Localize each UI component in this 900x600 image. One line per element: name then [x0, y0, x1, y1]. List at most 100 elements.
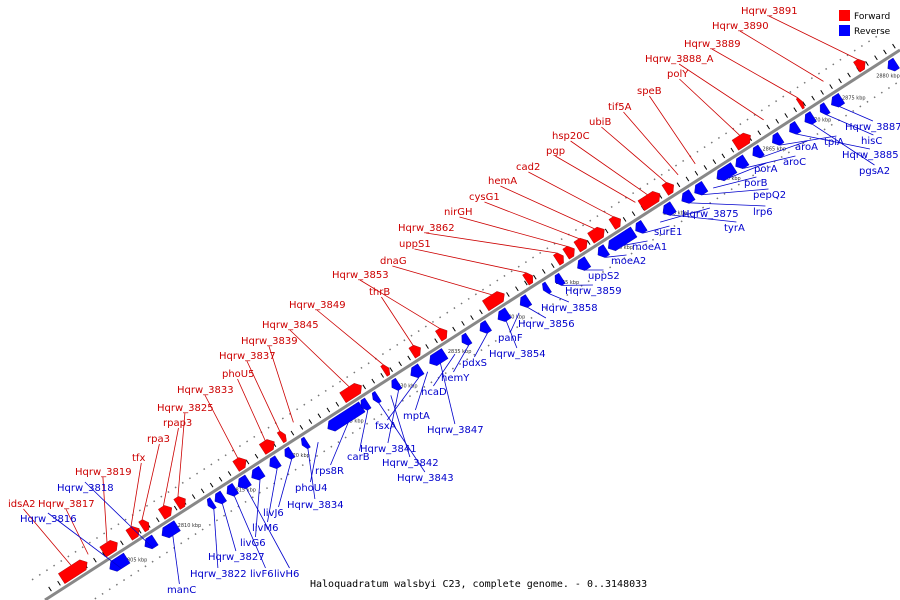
forward-leader-line [739, 30, 824, 82]
forward-leader-line [678, 63, 764, 121]
reverse-leader-line [690, 202, 766, 207]
backbone-tick [200, 488, 205, 494]
legend-forward-label: Forward [854, 12, 890, 22]
forward-gene-label: Hqrw_3862 [398, 223, 455, 234]
backbone-tick [290, 430, 295, 436]
reverse-gene-label: rps8R [315, 466, 344, 477]
forward-leader-line [392, 265, 492, 296]
reverse-leader-line [505, 320, 518, 349]
scale-label: 2840 kbp [502, 314, 526, 320]
legend-reverse-swatch [839, 25, 850, 36]
reverse-gene-label: aroC [783, 157, 806, 168]
forward-gene-arrow [553, 252, 564, 266]
reverse-gene-label: pepQ2 [753, 190, 786, 201]
reverse-gene-label: Hqrw_3816 [20, 514, 77, 525]
forward-leader-line [289, 329, 350, 387]
forward-gene-label: uppS1 [399, 239, 431, 250]
reverse-gene-arrow [694, 180, 709, 196]
backbone-tick [604, 228, 609, 234]
reverse-leader-line [548, 293, 570, 303]
scale-label: 2825 kbp [340, 418, 364, 424]
scale-label: 2835 kbp [448, 349, 472, 355]
scale-label: 2810 kbp [178, 523, 202, 529]
reverse-gene-label: Hqrw_3822 [190, 569, 247, 580]
backbone-tick [371, 378, 375, 384]
backbone-tick [730, 147, 735, 153]
forward-gene-label: Hqrw_3853 [332, 270, 389, 281]
backbone-tick [362, 384, 367, 390]
backbone-tick [811, 95, 815, 101]
legend: Forward Reverse [839, 10, 891, 37]
forward-gene-arrow [661, 182, 674, 196]
backbone-tick [317, 413, 322, 419]
forward-gene-arrow [573, 237, 588, 253]
forward-gene-arrow [408, 344, 421, 359]
forward-gene-label: tfx [132, 453, 145, 464]
forward-gene-label: polY [667, 69, 689, 80]
reverse-leader-line [453, 345, 469, 373]
forward-gene-label: Hqrw_3833 [177, 385, 234, 396]
reverse-gene-label: porB [744, 178, 768, 189]
reverse-leader-line [213, 509, 219, 569]
backbone-tick [245, 459, 250, 465]
scale-label: 2865 kbp [762, 147, 786, 153]
reverse-gene-label: moeA2 [611, 256, 646, 267]
reverse-gene-label: lrp6 [753, 207, 773, 218]
reverse-gene-label: hemY [441, 373, 470, 384]
reverse-gene-label: Hqrw_3842 [382, 458, 439, 469]
reverse-leader-line [728, 162, 767, 179]
forward-gene-label: tif5A [608, 102, 632, 113]
forward-leader-line [177, 412, 186, 497]
reverse-leader-line [474, 333, 488, 358]
backbone-tick [299, 424, 304, 430]
backbone-tick [721, 153, 726, 159]
reverse-gene-label: livH6 [274, 569, 299, 580]
backbone-tick [155, 517, 160, 523]
backbone-tick [452, 326, 456, 332]
reverse-gene-arrow [360, 397, 372, 411]
reverse-gene-label: livG6 [240, 538, 266, 549]
forward-gene-label: rpa3 [147, 434, 170, 445]
reverse-leader-line [172, 535, 180, 585]
forward-leader-line [425, 232, 557, 254]
reverse-gene-label: porA [754, 164, 778, 175]
forward-leader-line [601, 126, 667, 183]
reverse-leader-line [267, 468, 278, 523]
scale-label: 2870 kbp [808, 118, 832, 124]
reverse-leader-line [624, 240, 648, 246]
backbone-tick [48, 586, 52, 592]
reverse-leader-line [812, 123, 875, 166]
reverse-gene-label: surE1 [654, 227, 682, 238]
reverse-leader-line [378, 402, 426, 473]
backbone-tick [874, 55, 878, 61]
reverse-gene-arrow [429, 348, 449, 366]
backbone-tick [622, 217, 627, 222]
reverse-gene-arrow [214, 490, 227, 505]
backbone-tick [712, 159, 717, 165]
forward-leader-line [359, 279, 440, 329]
backbone-tick [425, 344, 429, 349]
reverse-leader-line [702, 188, 769, 196]
backbone-tick [586, 240, 591, 245]
forward-leader-line [163, 427, 179, 507]
forward-leader-line [768, 15, 858, 60]
backbone-tick [515, 286, 519, 292]
backbone-tick [802, 101, 806, 107]
forward-leader-line [237, 378, 266, 441]
forward-gene-arrow [58, 559, 88, 584]
scale-label: 2875 kbp [842, 96, 866, 102]
reverse-leader-line [359, 410, 369, 452]
reverse-gene-arrow [251, 465, 266, 481]
backbone-tick [784, 113, 788, 118]
forward-gene-label: dnaG [380, 256, 407, 267]
reverse-gene-label: Hqrw_3885 [842, 150, 899, 161]
reverse-gene-label: manC [167, 585, 196, 596]
reverse-leader-line [415, 371, 428, 411]
reverse-gene-label: hcaD [421, 387, 447, 398]
forward-gene-label: Hqrw_3888_A [645, 54, 714, 65]
backbone-tick [407, 355, 411, 361]
reverse-gene-arrow [144, 534, 159, 550]
backbone-tick [551, 263, 555, 269]
forward-gene-arrow [522, 272, 534, 286]
